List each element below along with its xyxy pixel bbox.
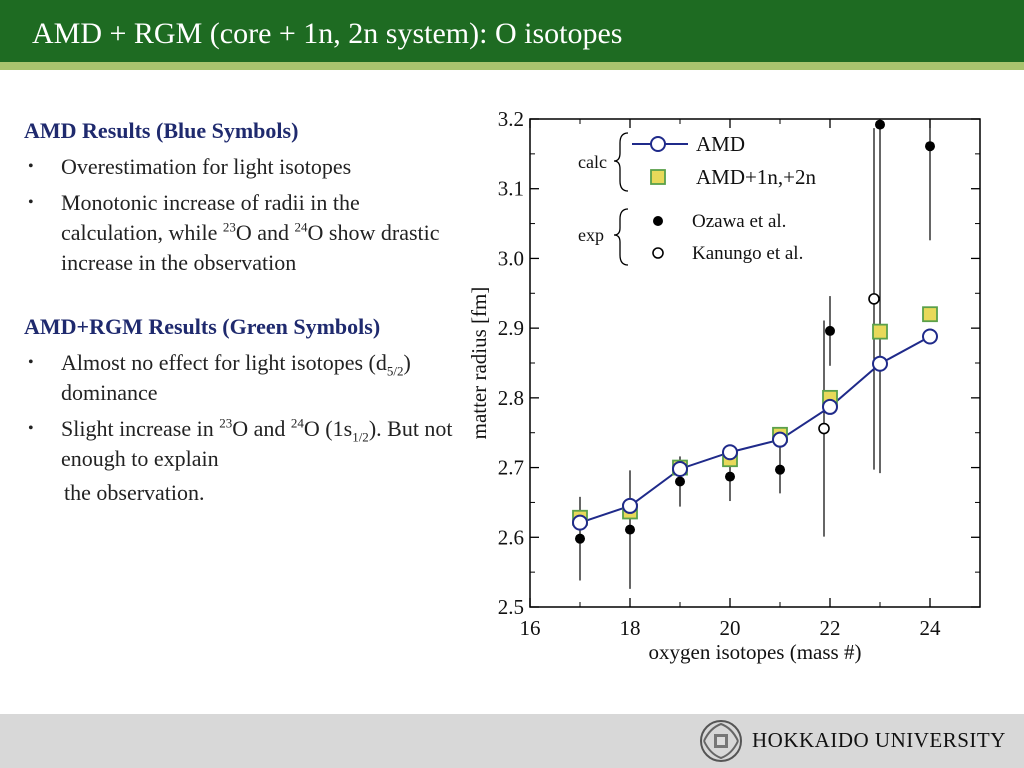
legend-ozawa-text: Ozawa et al. <box>692 211 786 232</box>
legend-calc-label: calc <box>578 152 607 172</box>
bullet-text: O show drastic increase in the observati… <box>61 220 440 275</box>
bullet-text: O and <box>232 416 291 441</box>
amd-point <box>872 355 888 372</box>
slide-title: AMD + RGM (core + 1n, 2n system): O isot… <box>32 17 623 50</box>
radius-chart: matter radius [fm] oxygen isotopes (mass… <box>467 107 981 664</box>
y-tick-label: 3.2 <box>498 107 524 131</box>
bullet-text: Almost no effect for light isotopes (d <box>61 350 387 375</box>
superscript: 24 <box>290 415 304 431</box>
x-axis-label: oxygen isotopes (mass #) <box>649 640 862 664</box>
y-tick-label: 2.8 <box>498 386 524 410</box>
ozawa-point <box>875 119 885 130</box>
y-axis-label: matter radius [fm] <box>467 287 491 440</box>
legend-amd-marker <box>650 136 666 152</box>
bullet-text: Monotonic increase of radii in the calcu… <box>61 190 360 245</box>
y-tick-label: 2.7 <box>498 456 524 480</box>
bullet-item: • Almost no effect for light isotopes (d… <box>24 348 464 408</box>
y-tick-label: 2.9 <box>498 316 524 340</box>
ozawa-point <box>725 471 735 482</box>
superscript: 24 <box>294 219 308 235</box>
university-name: HOKKAIDO UNIVERSITY <box>752 728 1006 752</box>
amd-point <box>722 444 738 461</box>
bullet-text: Slight increase in <box>61 416 220 441</box>
university-seal-icon <box>700 720 742 762</box>
x-tick-label: 18 <box>620 616 641 640</box>
rgm-point <box>922 306 938 323</box>
kanungo-point <box>868 293 880 305</box>
bullet-item: • Monotonic increase of radii in the cal… <box>24 188 464 278</box>
ozawa-point <box>675 476 685 487</box>
ozawa-point <box>575 533 585 544</box>
amd-point <box>822 398 838 415</box>
ozawa-point <box>775 464 785 475</box>
header-bar <box>0 0 1024 62</box>
subscript: 5/2 <box>386 363 404 379</box>
x-tick-label: 22 <box>820 616 841 640</box>
kanungo-point <box>818 422 830 435</box>
subscript: 1/2 <box>352 429 369 445</box>
legend-calc-brace <box>613 132 629 192</box>
amd-point <box>622 497 638 514</box>
amd-point <box>572 514 588 531</box>
bullet-dot: • <box>28 354 34 371</box>
y-tick-label: 2.5 <box>498 595 524 619</box>
bullet-continuation: the observation. <box>64 480 205 505</box>
x-tick-label: 24 <box>920 616 942 640</box>
ozawa-point <box>625 524 635 535</box>
bullet-dot: • <box>28 420 34 437</box>
bullet-text: O and <box>235 220 295 245</box>
bullet-text: ). But not enough to explain <box>61 416 453 471</box>
bullet-item: • Slight increase in 23O and 24O (1s1/2)… <box>24 414 464 474</box>
legend-ozawa-marker <box>653 216 663 226</box>
superscript: 23 <box>222 219 236 235</box>
y-tick-label: 3.0 <box>498 246 524 270</box>
superscript: 23 <box>219 415 233 431</box>
bullet-text: Overestimation for light isotopes <box>61 154 352 179</box>
amd-point <box>772 431 788 448</box>
bullet-dot: • <box>28 194 34 211</box>
y-tick-label: 3.1 <box>498 177 524 201</box>
amd-point <box>922 328 938 345</box>
header-stripe <box>0 62 1024 70</box>
legend-rgm-text: AMD+1n,+2n <box>696 165 816 189</box>
text-panel: AMD Results (Blue Symbols) • Overestimat… <box>24 116 464 508</box>
y-tick-label: 2.6 <box>498 525 524 549</box>
amd-results-heading: AMD Results (Blue Symbols) <box>24 118 299 143</box>
x-tick-label: 20 <box>720 616 741 640</box>
legend-amd-text: AMD <box>696 132 745 156</box>
legend-exp-brace <box>613 208 629 266</box>
ozawa-point <box>825 325 835 336</box>
amd-rgm-results-heading: AMD+RGM Results (Green Symbols) <box>24 314 381 339</box>
rgm-point <box>872 323 888 340</box>
bullet-text: ) dominance <box>61 350 411 405</box>
bullet-item: • Overestimation for light isotopes <box>24 152 464 182</box>
footer-bar <box>0 714 1024 768</box>
plot-frame <box>529 118 981 608</box>
bullet-text: O (1s <box>303 416 353 441</box>
amd-series-line <box>579 335 931 524</box>
amd-point <box>672 460 688 477</box>
bullet-dot: • <box>28 158 34 175</box>
legend-kanungo-text: Kanungo et al. <box>692 243 803 264</box>
ozawa-point <box>925 141 935 152</box>
legend-kanungo-marker <box>652 247 664 259</box>
x-tick-label: 16 <box>520 616 541 640</box>
legend-exp-label: exp <box>578 225 604 245</box>
legend-rgm-marker <box>650 169 666 185</box>
